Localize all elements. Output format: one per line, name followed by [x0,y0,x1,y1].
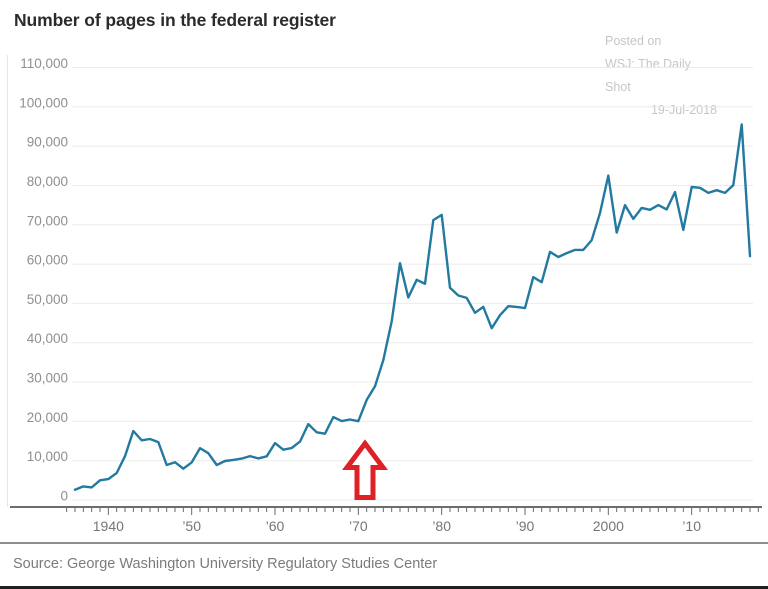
x-axis-label: ’70 [349,518,368,534]
y-axis-label: 100,000 [19,95,68,110]
federal-register-line-chart: 0 10,000 20,000 30,000 40,000 50,000 60,000 70,… [10,56,762,534]
x-axis-label: ’80 [432,518,451,534]
y-axis-label: 50,000 [27,292,68,307]
y-axis-label: 90,000 [27,135,68,150]
x-axis-label: ’60 [266,518,285,534]
y-axis-label: 20,000 [27,410,68,425]
y-axis-label: 70,000 [27,213,68,228]
x-axis-label: ’50 [182,518,201,534]
footer-divider-line [0,542,768,544]
source-credit: Source: George Washington University Reg… [13,556,438,572]
y-axis-label: 80,000 [27,174,68,189]
y-axis-label: 40,000 [27,331,68,346]
x-axis-label: 1940 [93,518,124,534]
y-axis-label: 60,000 [27,253,68,268]
y-axis-label: 10,000 [27,449,68,464]
x-axis-label: ’10 [682,518,701,534]
y-axis-label: 110,000 [20,56,68,71]
posted-on-line: Posted on [605,34,662,48]
x-axis-label: ’90 [516,518,535,534]
annotation-up-arrow-icon [342,439,388,500]
left-border-line [7,55,8,507]
y-axis-label: 0 [60,489,68,504]
chart-title: Number of pages in the federal register [14,10,336,30]
y-axis-label: 30,000 [27,371,68,386]
bottom-border-line [0,586,768,589]
data-series-line [73,123,752,491]
x-axis-label: 2000 [593,518,624,534]
